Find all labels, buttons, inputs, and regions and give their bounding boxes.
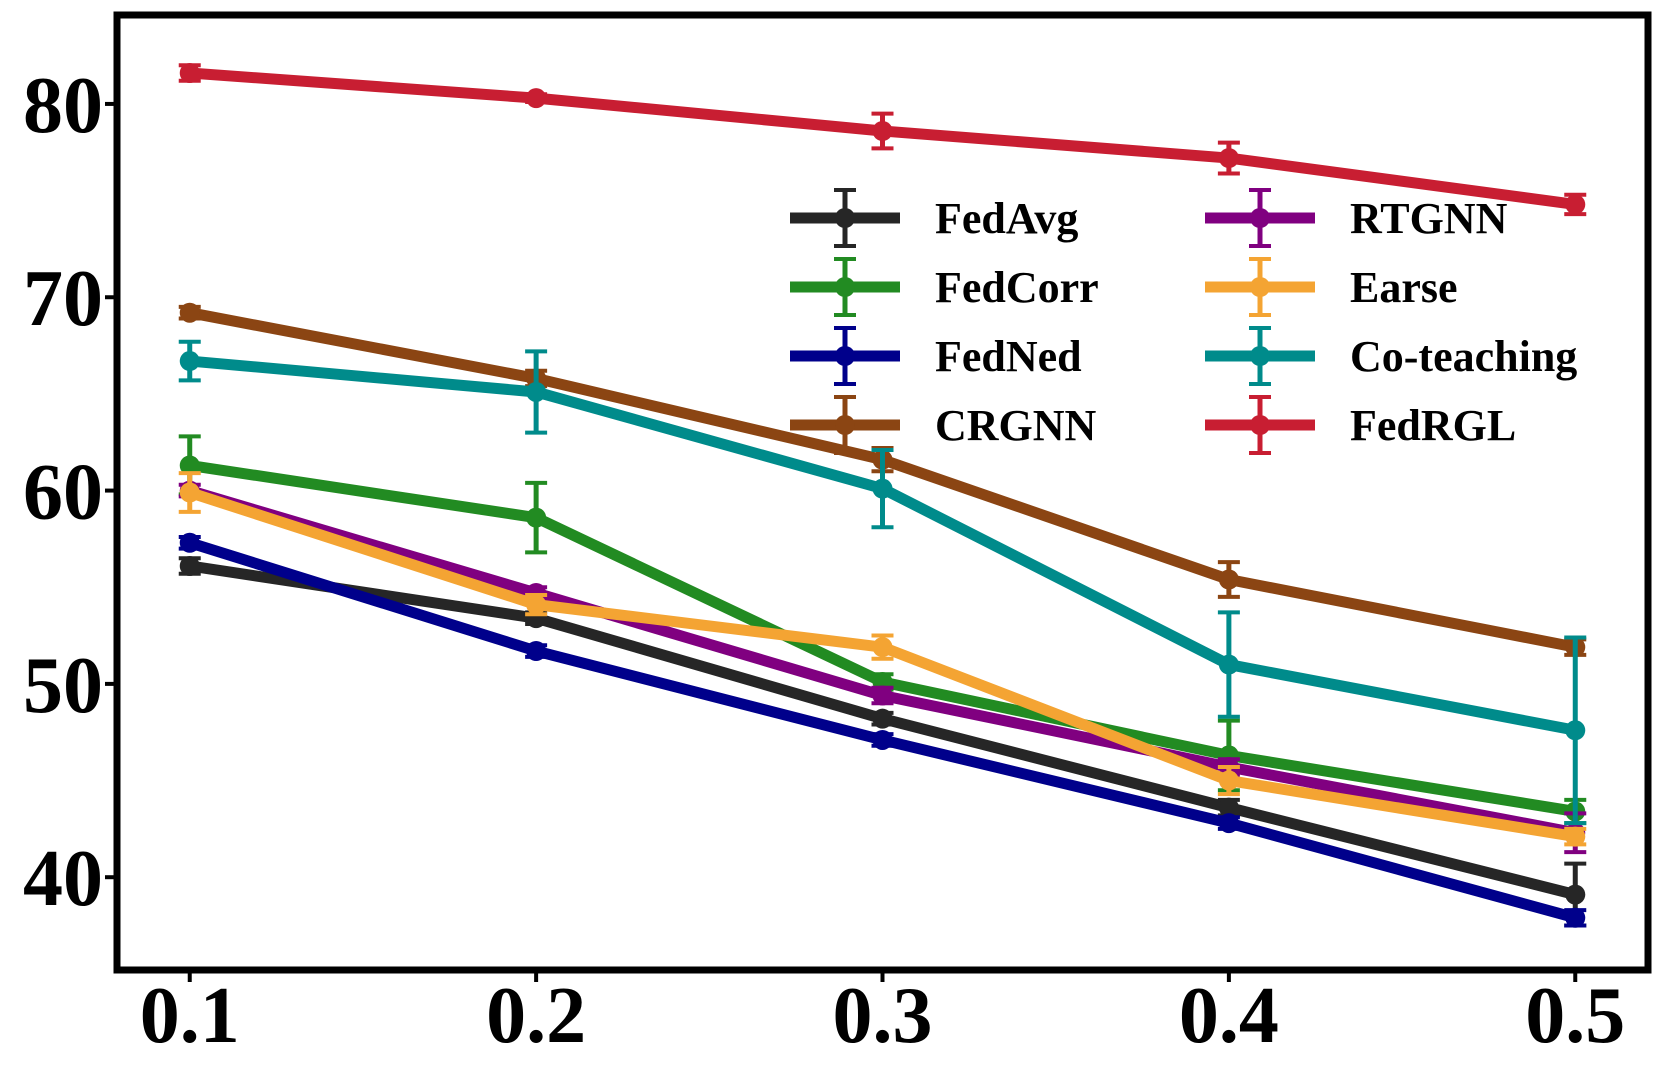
data-point	[526, 594, 547, 615]
legend-marker	[835, 208, 855, 228]
legend-label: CRGNN	[935, 401, 1097, 450]
series-earse	[178, 471, 1587, 847]
x-tick-label: 0.5	[1525, 972, 1625, 1060]
legend-label: FedCorr	[935, 263, 1099, 312]
legend-label: FedAvg	[935, 194, 1078, 243]
data-point	[526, 641, 547, 662]
data-point	[872, 478, 893, 499]
legend-marker	[835, 277, 855, 297]
legend-item: FedRGL	[1205, 395, 1516, 455]
data-point	[1565, 884, 1586, 905]
legend-marker	[1250, 277, 1270, 297]
data-point	[872, 708, 893, 729]
x-tick-label: 0.2	[486, 972, 586, 1060]
legend-label: FedRGL	[1350, 401, 1516, 450]
legend-item: RTGNN	[1205, 188, 1508, 248]
legend-item: FedAvg	[790, 188, 1078, 248]
x-tick-label: 0.4	[1179, 972, 1279, 1060]
legend-marker	[835, 346, 855, 366]
legend-label: RTGNN	[1350, 194, 1508, 243]
y-tick-label: 40	[23, 835, 103, 923]
data-point	[1218, 654, 1239, 675]
data-point	[526, 507, 547, 528]
x-tick-label: 0.3	[833, 972, 933, 1060]
data-point	[526, 381, 547, 402]
series-fedrgl	[178, 62, 1587, 217]
legend-marker	[835, 415, 855, 435]
data-point	[1565, 826, 1586, 847]
data-point	[179, 455, 200, 476]
data-point	[1218, 148, 1239, 169]
data-point	[872, 120, 893, 141]
y-tick-label: 50	[23, 642, 103, 730]
plot-area	[178, 62, 1587, 928]
legend-item: CRGNN	[790, 395, 1097, 455]
legend-item: Earse	[1205, 257, 1458, 317]
data-point	[179, 351, 200, 372]
y-axis: 40 50 60 70 80	[23, 62, 117, 923]
y-tick-label: 60	[23, 449, 103, 537]
data-point	[1565, 194, 1586, 215]
data-point	[1565, 720, 1586, 741]
legend-label: FedNed	[935, 332, 1082, 381]
data-point	[1218, 569, 1239, 590]
series-co-teaching	[178, 339, 1587, 826]
legend-item: FedNed	[790, 326, 1082, 386]
legend-marker	[1250, 346, 1270, 366]
y-tick-label: 80	[23, 62, 103, 150]
data-point	[872, 637, 893, 658]
legend-item: FedCorr	[790, 257, 1099, 317]
x-tick-label: 0.1	[140, 972, 240, 1060]
plot-frame	[113, 11, 1652, 974]
x-axis: 0.1 0.2 0.3 0.4 0.5	[140, 970, 1625, 1060]
data-point	[1218, 813, 1239, 834]
data-point	[872, 729, 893, 750]
data-point	[1218, 797, 1239, 818]
data-point	[1565, 907, 1586, 928]
y-tick-label: 70	[23, 255, 103, 343]
data-point	[179, 62, 200, 83]
legend: FedAvg FedCorr FedNed CRGNN RTGNN Earse Co-tea…	[790, 188, 1577, 455]
data-point	[872, 685, 893, 706]
data-point	[179, 302, 200, 323]
series-rtgnn	[178, 480, 1587, 855]
legend-label: Co-teaching	[1350, 332, 1577, 381]
legend-marker	[1250, 208, 1270, 228]
data-point	[179, 555, 200, 576]
series-fedned	[178, 532, 1587, 928]
data-point	[526, 88, 547, 109]
legend-item: Co-teaching	[1205, 326, 1577, 386]
data-point	[179, 482, 200, 503]
data-point	[179, 532, 200, 553]
series-line-earse	[184, 487, 1581, 843]
data-point	[1218, 770, 1239, 791]
legend-marker	[1250, 415, 1270, 435]
legend-label: Earse	[1350, 263, 1458, 312]
